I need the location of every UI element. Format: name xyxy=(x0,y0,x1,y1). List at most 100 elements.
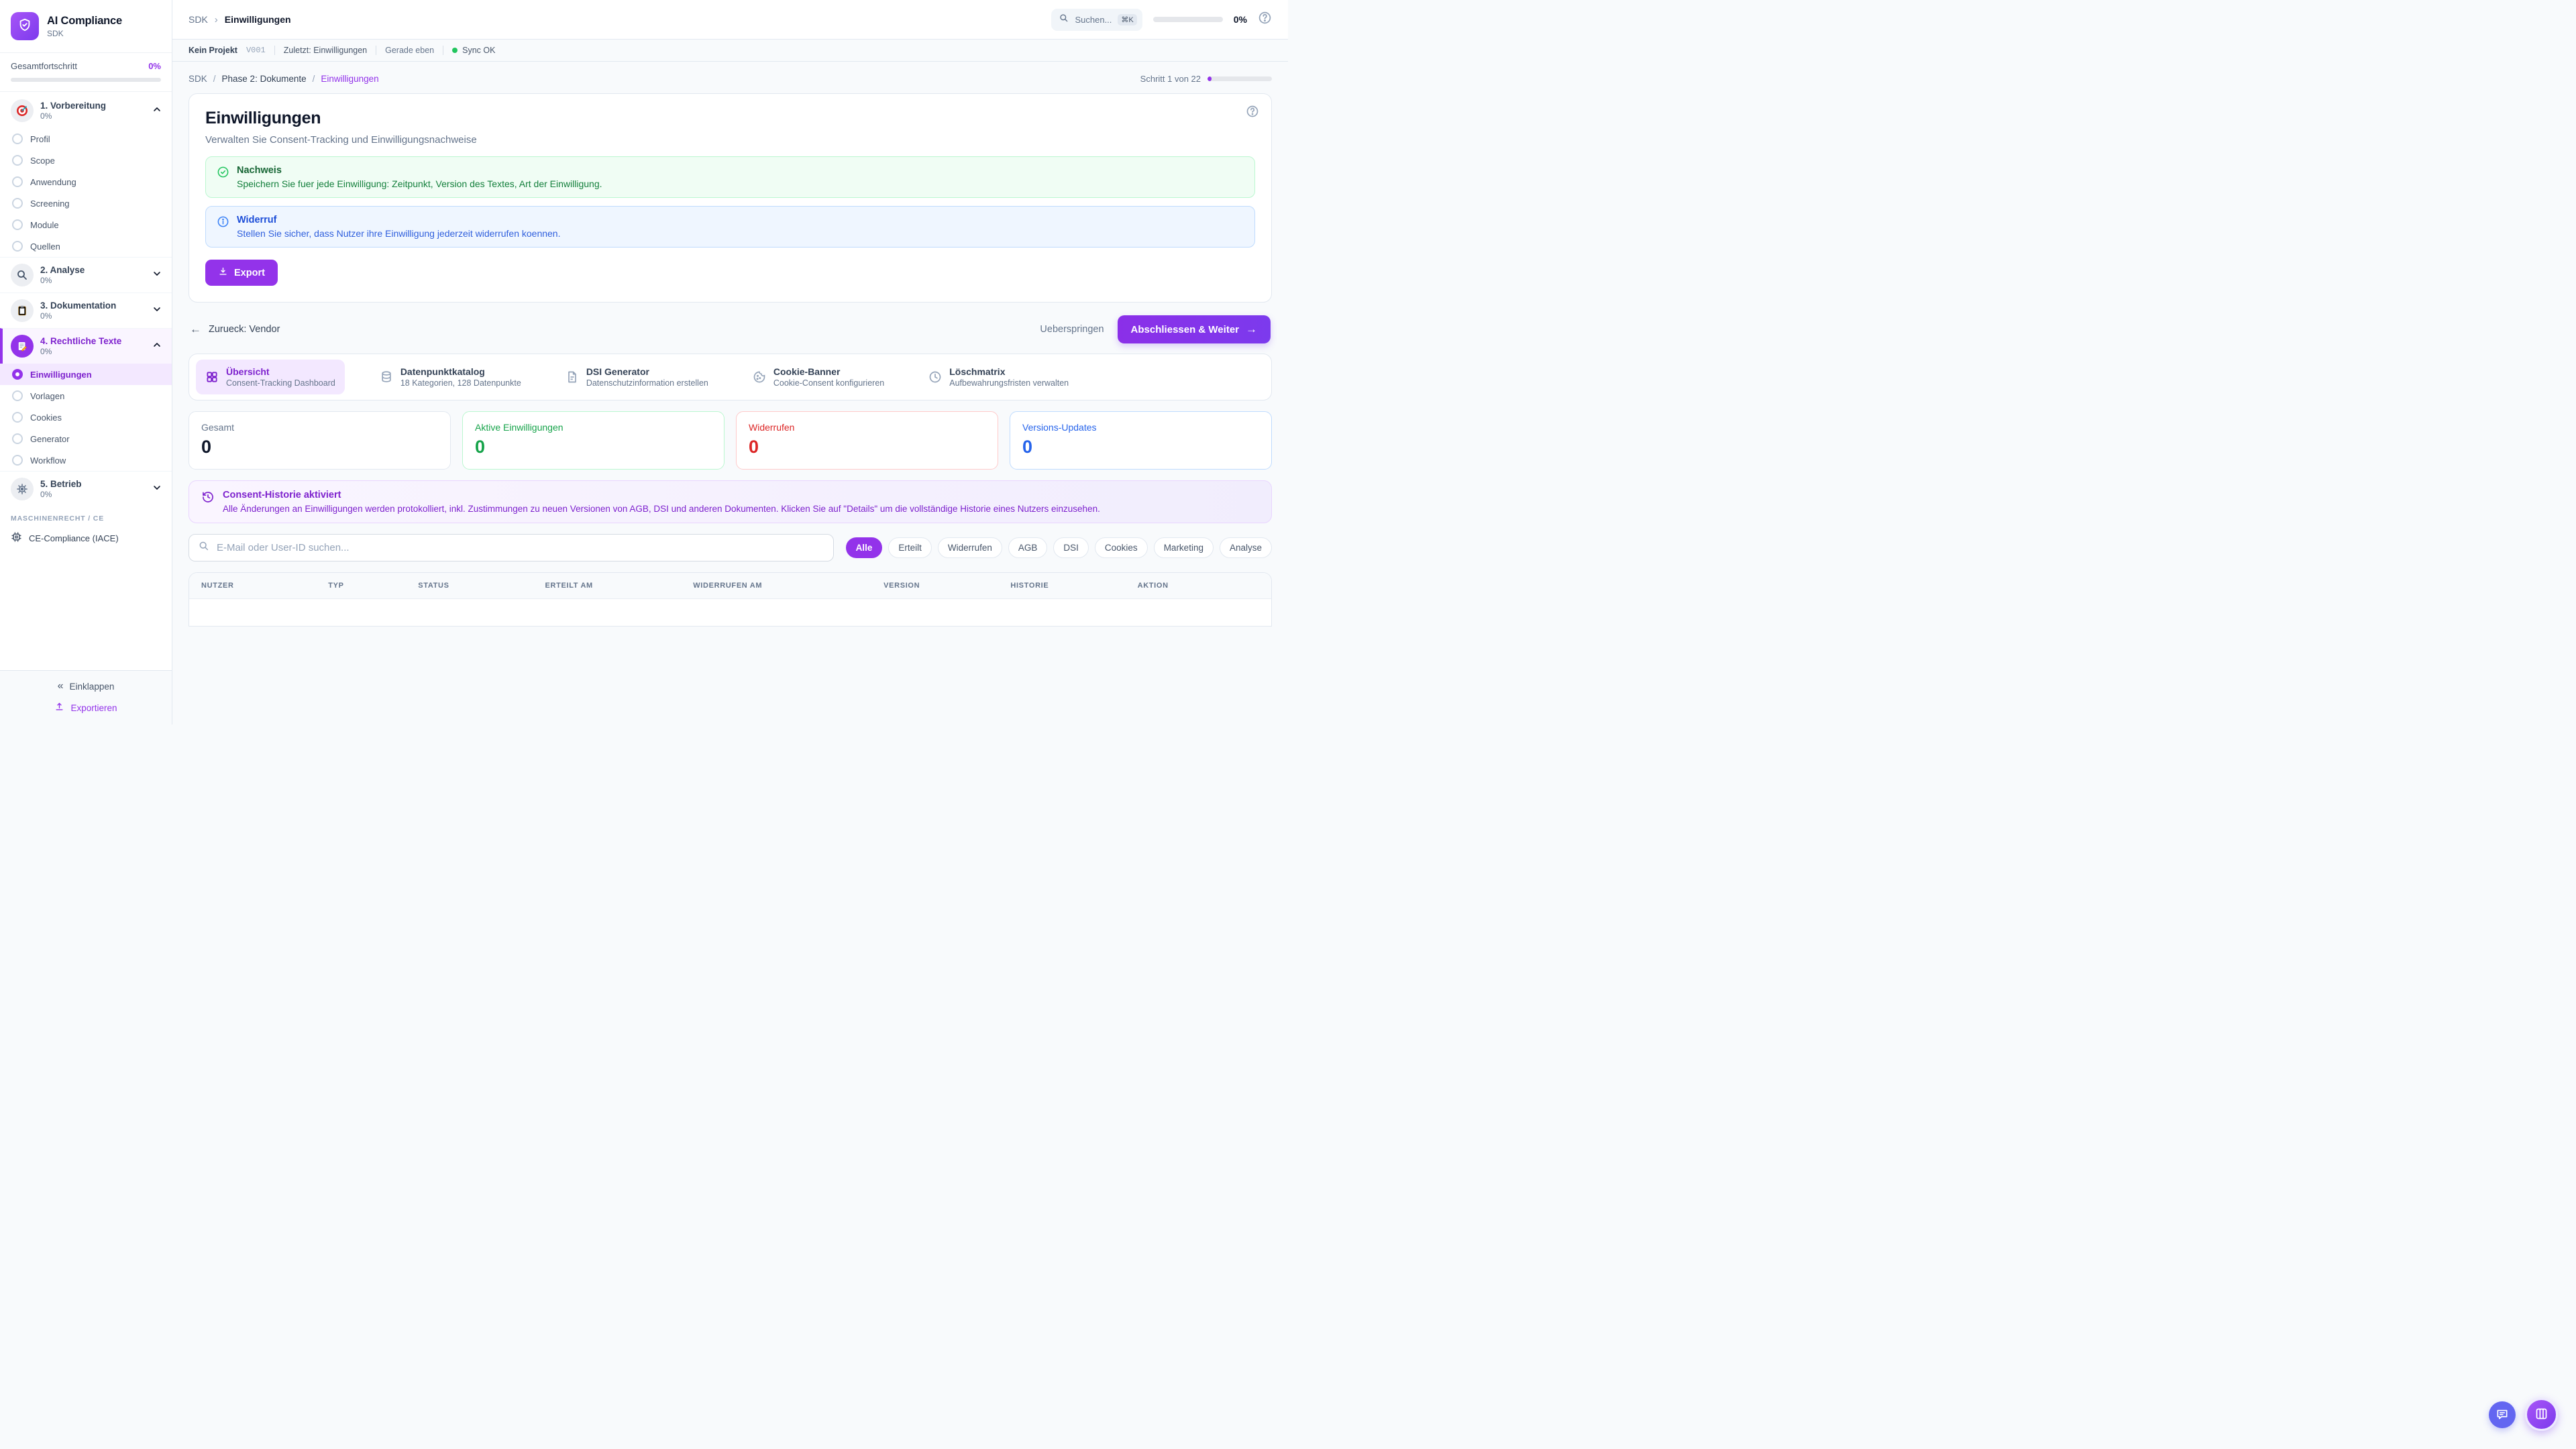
chevron-up-icon xyxy=(152,339,162,354)
page-breadcrumb: SDK / Phase 2: Dokumente / Einwilligunge… xyxy=(189,74,379,84)
sidebar: AI Compliance SDK Gesamtfortschritt 0% 1… xyxy=(0,0,172,724)
col-nutzer: NUTZER xyxy=(201,582,234,590)
collapse-sidebar-button[interactable]: « Einklappen xyxy=(57,680,115,692)
skip-button[interactable]: Ueberspringen xyxy=(1040,324,1104,335)
page-header-card: Einwilligungen Verwalten Sie Consent-Tra… xyxy=(189,93,1272,303)
note-title: Widerruf xyxy=(237,215,277,225)
topbar-breadcrumb: SDK › Einwilligungen xyxy=(189,14,291,25)
grid-icon xyxy=(205,370,219,384)
overall-progress: Gesamtfortschritt 0% xyxy=(0,53,172,92)
sidebar-item-einwilligungen[interactable]: Einwilligungen xyxy=(0,364,172,385)
chevron-down-icon xyxy=(152,304,162,318)
chevron-down-icon xyxy=(152,268,162,282)
finish-next-button[interactable]: Abschliessen & Weiter → xyxy=(1117,315,1271,343)
col-typ: TYP xyxy=(328,582,344,590)
page-title: Einwilligungen xyxy=(205,109,321,127)
sidebar-footer: « Einklappen Exportieren xyxy=(0,670,172,724)
radio-icon xyxy=(12,155,23,166)
app-title: AI Compliance xyxy=(47,14,123,27)
shield-check-icon xyxy=(17,17,32,36)
section-items-vorbereitung: Profil Scope Anwendung Screening Module … xyxy=(0,128,172,257)
columns-fab-button[interactable] xyxy=(2525,1398,2558,1431)
target-icon xyxy=(11,99,34,122)
banner-text: Alle Änderungen an Einwilligungen werden… xyxy=(223,504,1100,514)
clock-icon xyxy=(928,370,942,384)
user-search-box xyxy=(189,534,834,561)
tab-uebersicht[interactable]: Übersicht Consent-Tracking Dashboard xyxy=(196,360,345,394)
tab-dsi-generator[interactable]: DSI Generator Datenschutzinformation ers… xyxy=(556,360,718,394)
banner-title: Consent-Historie aktiviert xyxy=(223,490,341,500)
sidebar-item-quellen[interactable]: Quellen xyxy=(0,235,172,257)
sidebar-item-vorlagen[interactable]: Vorlagen xyxy=(0,385,172,407)
section-title: 4. Rechtliche Texte xyxy=(40,336,122,346)
sidebar-section-betrieb[interactable]: 5. Betrieb 0% xyxy=(0,471,172,506)
keyboard-shortcut-badge: ⌘K xyxy=(1118,13,1137,25)
radio-icon xyxy=(12,433,23,444)
back-button[interactable]: ← Zurueck: Vendor xyxy=(190,323,280,335)
user-search-input[interactable] xyxy=(217,542,824,553)
section-progress: 0% xyxy=(40,490,52,499)
filter-pill-marketing[interactable]: Marketing xyxy=(1153,537,1214,558)
info-circle-icon xyxy=(217,215,229,239)
app-logo xyxy=(11,12,39,40)
chevron-right-icon: › xyxy=(214,13,218,25)
sidebar-item-profil[interactable]: Profil xyxy=(0,128,172,150)
consents-table: NUTZER TYP STATUS ERTEILT AM WIDERRUFEN … xyxy=(189,572,1272,627)
breadcrumb-root[interactable]: SDK xyxy=(189,14,208,25)
clipboard-icon xyxy=(11,299,34,322)
sidebar-item-ce-compliance[interactable]: CE-Compliance (IACE) xyxy=(0,525,172,551)
search-icon xyxy=(199,541,209,555)
sidebar-section-rechtliche-texte[interactable]: 4. Rechtliche Texte 0% xyxy=(0,328,172,364)
filter-pill-dsi[interactable]: DSI xyxy=(1053,537,1089,558)
sidebar-item-anwendung[interactable]: Anwendung xyxy=(0,171,172,193)
chat-fab-button[interactable] xyxy=(2489,1401,2516,1428)
search-placeholder-text: Suchen... xyxy=(1075,14,1112,25)
tab-cookie-banner[interactable]: Cookie-Banner Cookie-Consent konfigurier… xyxy=(743,360,894,394)
export-button[interactable]: Export xyxy=(205,260,278,286)
sidebar-item-module[interactable]: Module xyxy=(0,214,172,235)
upload-icon xyxy=(54,702,64,714)
global-search[interactable]: Suchen... ⌘K xyxy=(1051,8,1142,31)
help-icon[interactable] xyxy=(1246,105,1259,121)
note-nachweis: Nachweis Speichern Sie fuer jede Einwill… xyxy=(205,156,1255,198)
filter-pill-alle[interactable]: Alle xyxy=(845,537,883,558)
filter-pill-agb[interactable]: AGB xyxy=(1008,537,1048,558)
col-widerrufen-am: WIDERRUFEN AM xyxy=(693,582,763,590)
note-title: Nachweis xyxy=(237,165,282,176)
arrow-right-icon: → xyxy=(1246,323,1257,335)
breadcrumb-sdk[interactable]: SDK xyxy=(189,74,207,84)
filter-pills: Alle Erteilt Widerrufen AGB DSI Cookies … xyxy=(845,537,1272,558)
sidebar-section-analyse[interactable]: 2. Analyse 0% xyxy=(0,257,172,292)
sidebar-nav: 1. Vorbereitung 0% Profil Scope Anwendun… xyxy=(0,92,172,670)
filter-pill-erteilt[interactable]: Erteilt xyxy=(888,537,932,558)
gear-icon xyxy=(11,478,34,500)
arrow-left-icon: ← xyxy=(190,323,201,335)
col-historie: HISTORIE xyxy=(1010,582,1049,590)
section-items-rechtliche-texte: Einwilligungen Vorlagen Cookies Generato… xyxy=(0,364,172,471)
sync-ok-dot xyxy=(452,48,458,53)
filter-pill-widerrufen[interactable]: Widerrufen xyxy=(937,537,1002,558)
app-subtitle: SDK xyxy=(47,28,64,38)
sidebar-item-workflow[interactable]: Workflow xyxy=(0,449,172,471)
filter-row: Alle Erteilt Widerrufen AGB DSI Cookies … xyxy=(189,534,1272,561)
table-body xyxy=(189,599,1271,626)
sidebar-item-generator[interactable]: Generator xyxy=(0,428,172,449)
sidebar-item-cookies[interactable]: Cookies xyxy=(0,407,172,428)
sidebar-item-scope[interactable]: Scope xyxy=(0,150,172,171)
main-area: SDK › Einwilligungen Suchen... ⌘K 0% xyxy=(172,0,1288,724)
sidebar-item-screening[interactable]: Screening xyxy=(0,193,172,214)
section-progress: 0% xyxy=(40,111,52,121)
tab-loeschmatrix[interactable]: Löschmatrix Aufbewahrungsfristen verwalt… xyxy=(919,360,1078,394)
export-sidebar-button[interactable]: Exportieren xyxy=(54,702,117,714)
filter-pill-analyse[interactable]: Analyse xyxy=(1219,537,1272,558)
sidebar-section-vorbereitung[interactable]: 1. Vorbereitung 0% xyxy=(0,93,172,128)
filter-pill-cookies[interactable]: Cookies xyxy=(1094,537,1148,558)
check-circle-icon xyxy=(217,166,229,189)
sidebar-section-dokumentation[interactable]: 3. Dokumentation 0% xyxy=(0,292,172,328)
help-icon[interactable] xyxy=(1258,11,1272,28)
tab-datenpunktkatalog[interactable]: Datenpunktkatalog 18 Kategorien, 128 Dat… xyxy=(370,360,531,394)
cpu-icon xyxy=(11,531,22,545)
breadcrumb-phase[interactable]: Phase 2: Dokumente xyxy=(221,74,307,84)
col-status: STATUS xyxy=(418,582,449,590)
